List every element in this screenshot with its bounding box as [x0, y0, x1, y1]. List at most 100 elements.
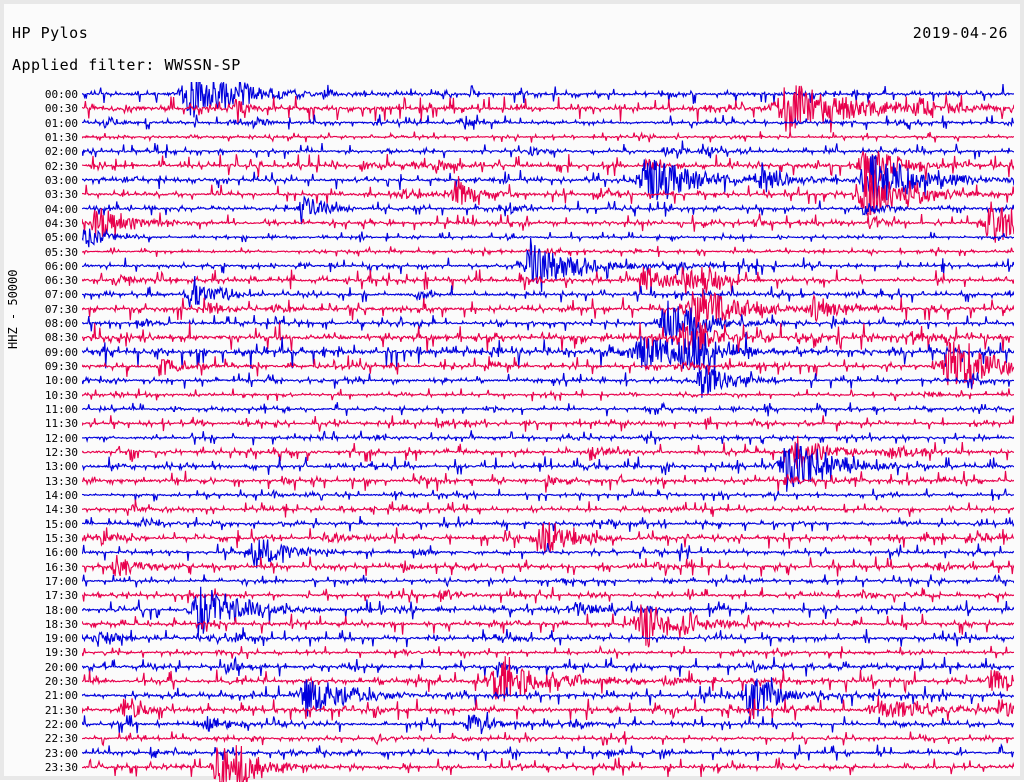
time-tick-1300: 13:00: [44, 460, 78, 474]
time-tick-0600: 06:00: [44, 259, 78, 273]
time-tick-0800: 08:00: [44, 317, 78, 331]
trace-row: [82, 228, 1014, 248]
time-tick-0100: 01:00: [44, 116, 78, 130]
trace-row: [82, 515, 1014, 532]
time-tick-0030: 00:30: [44, 102, 78, 116]
time-tick-1530: 15:30: [44, 531, 78, 545]
trace-row: [82, 341, 1014, 390]
time-tick-1100: 11:00: [44, 403, 78, 417]
time-tick-0830: 08:30: [44, 331, 78, 345]
time-tick-1930: 19:30: [44, 646, 78, 660]
trace-row: [82, 82, 1014, 118]
trace-row: [82, 322, 1014, 356]
time-tick-2230: 22:30: [44, 732, 78, 746]
trace-row: [82, 201, 1014, 243]
time-tick-0700: 07:00: [44, 288, 78, 302]
trace-row: [82, 300, 1014, 346]
trace-row: [82, 365, 1014, 398]
time-tick-1500: 15:00: [44, 517, 78, 531]
time-axis-ticks: 00:00 00:30 01:00 01:30 02:00 02:30 03:00 03:30…: [4, 82, 78, 782]
trace-row: [82, 140, 1014, 160]
trace-row: [82, 470, 1014, 493]
time-tick-0900: 09:00: [44, 345, 78, 359]
trace-row: [82, 266, 1014, 295]
trace-row: [82, 85, 1014, 134]
time-tick-0430: 04:30: [44, 216, 78, 230]
time-tick-2000: 20:00: [44, 660, 78, 674]
trace-row: [82, 574, 1014, 588]
time-tick-1130: 11:30: [44, 417, 78, 431]
trace-row: [82, 401, 1014, 417]
page-title: HP Pylos: [12, 24, 89, 42]
trace-row: [82, 415, 1014, 432]
trace-row: [82, 488, 1014, 502]
trace-row: [82, 711, 1014, 735]
trace-row: [82, 275, 1014, 308]
time-tick-1630: 16:30: [44, 560, 78, 574]
trace-row: [82, 499, 1014, 518]
trace-row: [82, 655, 1014, 678]
trace-row: [82, 195, 1014, 225]
trace-row: [82, 430, 1014, 446]
time-tick-1400: 14:00: [44, 488, 78, 502]
trace-row: [82, 114, 1014, 130]
trace-row: [82, 522, 1014, 554]
trace-row: [82, 554, 1014, 577]
trace-row: [82, 170, 1014, 217]
trace-row: [82, 586, 1014, 638]
trace-canvas: [82, 82, 1014, 782]
trace-row: [82, 539, 1014, 569]
trace-row: [82, 695, 1014, 721]
time-tick-0130: 01:30: [44, 130, 78, 144]
time-tick-0000: 00:00: [44, 88, 78, 101]
trace-row: [82, 677, 1014, 717]
trace-row: [82, 586, 1014, 604]
time-tick-1200: 12:00: [44, 431, 78, 445]
trace-row: [82, 131, 1014, 143]
trace-row: [82, 443, 1014, 492]
time-tick-2030: 20:30: [44, 675, 78, 689]
trace-row: [82, 151, 1014, 183]
time-tick-2130: 21:30: [44, 703, 78, 717]
trace-row: [82, 388, 1014, 402]
time-tick-1900: 19:00: [44, 632, 78, 646]
time-tick-2330: 23:30: [44, 761, 78, 775]
trace-row: [82, 656, 1014, 702]
time-tick-0330: 03:30: [44, 188, 78, 202]
trace-row: [82, 604, 1014, 648]
time-tick-0300: 03:00: [44, 173, 78, 187]
seismogram-traces: [82, 82, 1014, 782]
trace-row: [82, 627, 1014, 648]
time-tick-1800: 18:00: [44, 603, 78, 617]
time-tick-0500: 05:00: [44, 231, 78, 245]
time-tick-0530: 05:30: [44, 245, 78, 259]
time-tick-1830: 18:30: [44, 617, 78, 631]
time-tick-0200: 02:00: [44, 145, 78, 159]
time-tick-1030: 10:30: [44, 388, 78, 402]
time-tick-1000: 10:00: [44, 374, 78, 388]
time-tick-2100: 21:00: [44, 689, 78, 703]
time-tick-0400: 04:00: [44, 202, 78, 216]
trace-row: [82, 328, 1014, 380]
time-tick-1430: 14:30: [44, 503, 78, 517]
trace-row: [82, 644, 1014, 659]
filter-label: Applied filter: WWSSN-SP: [12, 56, 241, 74]
trace-row: [82, 742, 1014, 761]
time-tick-1600: 16:00: [44, 546, 78, 560]
time-tick-1730: 17:30: [44, 589, 78, 603]
time-tick-0230: 02:30: [44, 159, 78, 173]
trace-row: [82, 154, 1014, 201]
time-tick-2200: 22:00: [44, 718, 78, 732]
trace-row: [82, 745, 1014, 782]
time-tick-1230: 12:30: [44, 446, 78, 459]
time-tick-2300: 23:00: [44, 746, 78, 760]
helicorder-plot: 00:00 00:30 01:00 01:30 02:00 02:30 03:00 03:30…: [4, 82, 1024, 782]
time-tick-1700: 17:00: [44, 574, 78, 588]
trace-row: [82, 237, 1014, 292]
date-label: 2019-04-26: [912, 24, 1008, 42]
trace-row: [82, 245, 1014, 257]
time-tick-0730: 07:30: [44, 302, 78, 316]
trace-row: [82, 435, 1014, 469]
trace-row: [82, 287, 1014, 333]
